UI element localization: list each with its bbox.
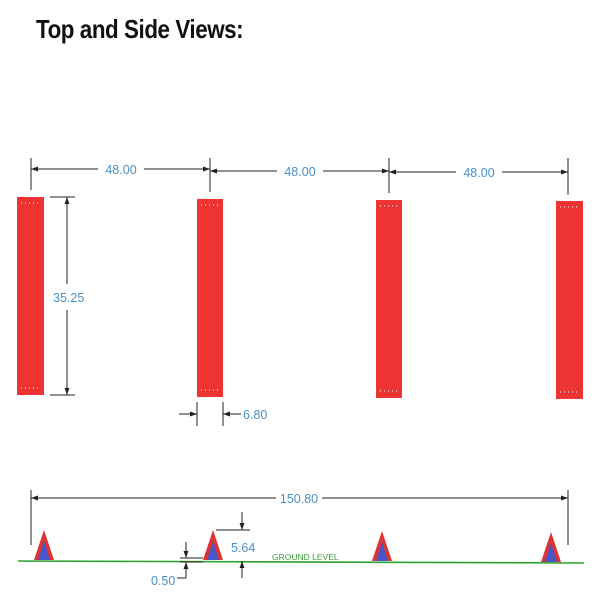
length-label: 35.25: [53, 291, 84, 305]
ground-line: [17, 560, 585, 564]
base-label: 0.50: [151, 574, 175, 588]
length-dimension: 35.25: [50, 196, 84, 396]
base-dimension: 0.50: [151, 542, 203, 588]
overall-label: 150.80: [280, 492, 318, 506]
spacing-dimension-1: 48.00: [31, 163, 210, 177]
side-pad-2: [203, 530, 223, 560]
pad-3: [376, 200, 402, 398]
width-dimension: 6.80: [179, 402, 267, 426]
spacing-extension-lines: [30, 158, 569, 195]
spacing-dimension-2: 48.00: [210, 165, 389, 179]
spacing-label-2: 48.00: [284, 165, 315, 179]
side-pad-3: [372, 531, 392, 561]
height-label: 5.64: [231, 541, 255, 555]
side-pad-4: [541, 532, 561, 562]
width-label: 6.80: [243, 408, 267, 422]
ground-label: GROUND LEVEL: [272, 552, 339, 562]
spacing-label-3: 48.00: [463, 166, 494, 180]
height-dimension: 5.64: [216, 512, 255, 578]
side-pad-1: [34, 530, 54, 560]
page-title: Top and Side Views:: [36, 14, 244, 44]
spacing-label-1: 48.00: [105, 163, 136, 177]
spacing-dimension-3: 48.00: [389, 166, 568, 180]
pad-1: [17, 197, 44, 395]
overall-dimension: 150.80: [30, 490, 569, 545]
pad-4: [556, 201, 583, 399]
pad-2: [197, 199, 223, 397]
